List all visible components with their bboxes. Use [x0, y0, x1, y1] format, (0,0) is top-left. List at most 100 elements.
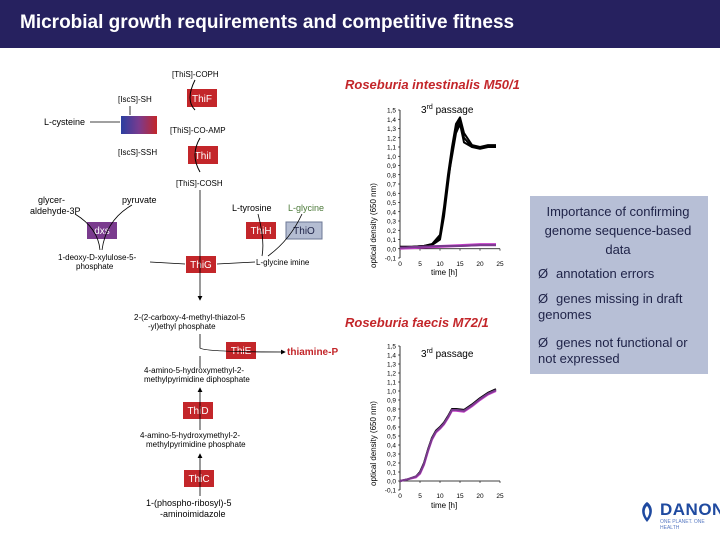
chart-top-xlabel: time [h]	[431, 268, 457, 277]
y-tick-label: 0,3	[387, 219, 396, 226]
y-tick-label: 0,8	[387, 407, 396, 414]
slide-title: Microbial growth requirements and compet…	[20, 12, 515, 33]
importance-note: Importance of confirming genome sequence…	[530, 196, 708, 374]
y-tick-label: 1,2	[387, 371, 396, 378]
arrow-thie	[199, 334, 286, 355]
enzyme-thid-box	[183, 402, 213, 419]
y-tick-label: 0,4	[387, 209, 396, 216]
enzyme-thic-box	[184, 470, 214, 487]
compound-l-glycine: L-glycine	[288, 203, 324, 213]
chart-bottom-ylabel: optical density (650 nm)	[369, 401, 378, 486]
series-line	[399, 390, 497, 482]
chart-bottom-xlabel: time [h]	[431, 501, 457, 510]
compound-deoxy-line1: 1-deoxy-D-xylulose-5-	[58, 253, 137, 262]
chart-bottom-plot: -0,1 0,0 0,1 0,2 0,3 0,4 0,5 0,6 0,7 0,8 0,9 1,0 1,1…	[385, 344, 504, 501]
y-tick-label: 0,5	[387, 434, 396, 441]
compound-hmp-p-line1: 4-amino-5-hydroxymethyl-2-	[140, 431, 240, 440]
x-tick-label: 20	[476, 261, 484, 268]
compound-glyceraldehyde-line1: glycer-	[38, 195, 65, 205]
arrow-thif	[189, 79, 196, 111]
bullet-arrow-icon: Ø	[538, 266, 549, 281]
y-tick-label: 0,8	[387, 172, 396, 179]
y-tick-label: 0,9	[387, 398, 396, 405]
compound-hmp-pp-line2: methylpyrimidine diphosphate	[144, 375, 250, 384]
x-tick-label: 15	[456, 493, 464, 500]
title-bar: Microbial growth requirements and compet…	[0, 0, 720, 48]
y-tick-label: 0,2	[387, 228, 396, 235]
x-tick-label: 5	[418, 261, 422, 268]
y-tick-label: -0,1	[385, 488, 397, 495]
y-tick-label: 1,0	[387, 389, 396, 396]
danone-emblem-icon	[642, 502, 652, 522]
x-tick-label: 25	[496, 493, 504, 500]
compound-l-tyrosine: L-tyrosine	[232, 203, 272, 213]
series-line	[399, 388, 497, 482]
chart-top-ylabel: optical density (650 nm)	[369, 183, 378, 268]
y-tick-label: 0,7	[387, 416, 396, 423]
enzyme-thig-box	[186, 256, 216, 273]
enzyme-thif-box	[187, 89, 217, 107]
enzyme-thio-label: ThiO	[293, 226, 315, 237]
compound-iscs-sh: [IscS]-SH	[118, 95, 152, 104]
y-tick-label: 1,1	[387, 380, 396, 387]
enzyme-iscs-box	[121, 116, 157, 134]
y-tick-label: 1,3	[387, 126, 396, 133]
enzyme-thig-label: ThiG	[190, 260, 212, 271]
compound-pyruvate: pyruvate	[122, 195, 157, 205]
compound-deoxy-line2: phosphate	[76, 262, 114, 271]
y-tick-label: 0,9	[387, 163, 396, 170]
compound-glyceraldehyde-line2: aldehyde-3P	[30, 206, 81, 216]
y-tick-label: -0,1	[385, 256, 397, 263]
bullet-arrow-icon: Ø	[538, 291, 549, 306]
enzyme-thid-label: ThiD	[187, 406, 208, 417]
enzyme-thih-label: ThiH	[250, 226, 271, 237]
compound-thiamine-p: thiamine-P	[287, 347, 338, 358]
y-tick-label: 0,0	[387, 479, 396, 486]
enzyme-thic-label: ThiC	[188, 474, 209, 485]
x-tick-label: 15	[456, 261, 464, 268]
arrow-dxs-2	[101, 204, 133, 251]
note-title: Importance of confirming genome sequence…	[544, 204, 692, 257]
compound-hmp-pp-line1: 4-amino-5-hydroxymethyl-2-	[144, 366, 244, 375]
chart-bottom-passage: 3rd passage	[421, 348, 474, 360]
y-tick-label: 0,1	[387, 237, 396, 244]
chart-top-title: Roseburia intestinalis M50/1	[345, 77, 520, 92]
compound-this-coph: [ThiS]-COPH	[172, 70, 219, 79]
enzyme-thie-box	[226, 342, 256, 359]
arrow-thii	[194, 137, 201, 173]
compound-hmp-p-line2: methylpyrimidine phosphate	[146, 440, 246, 449]
y-tick-label: 0,0	[387, 246, 396, 253]
compound-air-line2: -aminoimidazole	[160, 509, 226, 519]
danone-tagline: ONE PLANET. ONE HEALTH	[660, 519, 705, 531]
x-tick-label: 10	[436, 261, 444, 268]
y-tick-label: 0,1	[387, 470, 396, 477]
compound-l-cysteine: L-cysteine	[44, 117, 85, 127]
danone-logo: DANONE ONE PLANET. ONE HEALTH	[636, 498, 720, 534]
y-tick-label: 0,3	[387, 452, 396, 459]
arrow-thih	[257, 213, 264, 257]
note-item-2-text: genes missing in draft genomes	[538, 291, 683, 322]
y-tick-label: 1,1	[387, 145, 396, 152]
compound-glycine-imine: L-glycine imine	[256, 258, 310, 267]
compound-this-co-amp: [ThiS]-CO-AMP	[170, 126, 226, 135]
x-tick-label: 0	[398, 493, 402, 500]
x-tick-label: 10	[436, 493, 444, 500]
y-tick-label: 1,4	[387, 353, 396, 360]
y-tick-label: 1,4	[387, 117, 396, 124]
y-tick-label: 1,2	[387, 135, 396, 142]
enzyme-thii-label: ThiI	[195, 151, 212, 162]
chart-top-passage: 3rd passage	[421, 104, 474, 116]
y-tick-label: 1,3	[387, 362, 396, 369]
y-tick-label: 0,5	[387, 200, 396, 207]
x-tick-label: 25	[496, 261, 504, 268]
danone-wordmark: DANONE	[660, 500, 720, 519]
enzyme-thih-box	[246, 222, 276, 239]
compound-air-line1: 1-(phospho-ribosyl)-5	[146, 498, 232, 508]
compound-carboxy-line1: 2-(2-carboxy-4-methyl-thiazol-5	[134, 313, 246, 322]
connector-deoxy	[149, 261, 186, 265]
compound-carboxy-line2: -yl)ethyl phosphate	[148, 322, 216, 331]
note-item-3-text: genes not functional or not expressed	[538, 335, 688, 366]
enzyme-dxs-label: dxs	[94, 226, 110, 237]
